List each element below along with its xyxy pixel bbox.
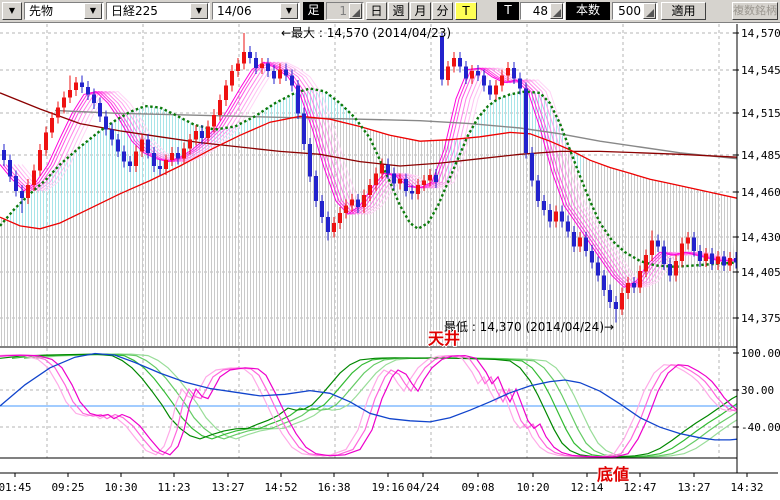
toolbar: ▼ 先物 ▼ 日経225 ▼ 14/06 ▼ 足 1 日 週 月 分 T T 4… — [0, 0, 780, 23]
category-select[interactable]: 先物 ▼ — [24, 2, 104, 20]
osc-axis-label: 30.00 — [741, 384, 774, 397]
osc-axis-label: 100.00 — [741, 347, 780, 360]
price-axis-label: 14,405 — [741, 266, 780, 279]
bar-count-value: 500 — [618, 4, 641, 18]
time-axis-label: 16:38 — [317, 481, 350, 494]
maroon-ma-line — [0, 92, 737, 167]
time-axis-label: 19:16 — [371, 481, 404, 494]
symbol-select[interactable]: 日経225 ▼ — [106, 2, 210, 20]
bar-count-label: 本数 — [566, 2, 610, 20]
rci-green-line — [23, 353, 737, 458]
time-axis-label: 10:30 — [104, 481, 137, 494]
price-axis-label: 14,375 — [741, 312, 780, 325]
chart-area[interactable]: 14,570 14,545 14,515 14,485 14,460 14,430 14,4… — [0, 23, 780, 500]
main-panel — [0, 33, 737, 346]
price-axis-label: 14,515 — [741, 107, 780, 120]
chevron-down-icon[interactable]: ▼ — [84, 3, 102, 19]
period-month-button[interactable]: 月 — [410, 2, 431, 20]
rci-green-line — [35, 353, 737, 458]
annotation-ceiling: 天井 — [428, 329, 460, 348]
time-axis-label: 04/24 — [406, 481, 439, 494]
time-axis-label: 01:45 — [0, 481, 32, 494]
time-axis-label: 10:20 — [516, 481, 549, 494]
tick-count-stepper[interactable]: 48 — [520, 2, 565, 20]
price-axis-label: 14,460 — [741, 186, 780, 199]
period-tick-button-active[interactable]: T — [455, 2, 477, 20]
annotation-max-price: ←最大 : 14,570 (2014/04/23) — [281, 26, 451, 40]
time-axis-label: 09:08 — [461, 481, 494, 494]
price-axis-label: 14,485 — [741, 149, 780, 162]
time-axis-label: 12:14 — [570, 481, 603, 494]
category-value: 先物 — [29, 4, 54, 18]
ma-ribbon-line — [17, 61, 737, 288]
spinner-icon[interactable] — [349, 3, 362, 19]
period-day-button[interactable]: 日 — [366, 2, 387, 20]
price-axis-label: 14,570 — [741, 27, 780, 40]
ma-ribbon-line — [21, 61, 737, 288]
history-dropdown-button[interactable]: ▼ — [2, 2, 22, 20]
annotation-bottom: 底値 — [597, 465, 629, 484]
apply-button[interactable]: 適用 — [661, 2, 706, 20]
chevron-down-icon[interactable]: ▼ — [280, 3, 298, 19]
rci-green-line — [11, 353, 737, 458]
time-axis-label: 12:47 — [623, 481, 656, 494]
tick-count-label: T — [497, 2, 519, 20]
time-axis-label: 11:23 — [157, 481, 190, 494]
ma-ribbon-line — [5, 61, 737, 288]
period-week-button[interactable]: 週 — [388, 2, 409, 20]
blue-osc-line — [0, 352, 737, 441]
price-axis-label: 14,430 — [741, 231, 780, 244]
annotation-min-price: 最低 : 14,370 (2014/04/24)→ — [444, 320, 614, 334]
time-axis-label: 14:52 — [264, 481, 297, 494]
bar-label: 足 — [303, 2, 324, 20]
contract-month-value: 14/06 — [217, 4, 252, 18]
ma-ribbon-line — [2, 61, 737, 288]
contract-month-select[interactable]: 14/06 ▼ — [212, 2, 300, 20]
red-ma-line — [0, 115, 737, 230]
rci-magenta-line — [0, 354, 737, 458]
axes-frame — [0, 24, 778, 477]
time-axis-label: 13:27 — [211, 481, 244, 494]
chevron-down-icon[interactable]: ▼ — [190, 3, 208, 19]
time-axis-label: 13:27 — [677, 481, 710, 494]
bar-count-stepper[interactable]: 500 — [612, 2, 658, 20]
price-chart-svg: 14,570 14,545 14,515 14,485 14,460 14,430 14,4… — [0, 23, 780, 500]
time-axis-label: 14:32 — [730, 481, 763, 494]
rci-magenta-line — [0, 354, 737, 458]
price-axis-label: 14,545 — [741, 64, 780, 77]
spinner-icon[interactable] — [550, 3, 563, 19]
gray-ma-line — [54, 109, 737, 160]
ma-ribbon-line — [13, 61, 737, 288]
bar-interval-value: 1 — [327, 3, 349, 19]
green-dotted-ma-line — [0, 87, 737, 269]
multi-symbol-button[interactable]: 複数銘柄 — [732, 2, 778, 20]
ma-ribbon-line — [9, 61, 737, 288]
symbol-value: 日経225 — [111, 4, 158, 18]
candles-layer — [2, 33, 737, 323]
bar-interval-stepper[interactable]: 1 — [326, 2, 364, 20]
rci-magenta-line — [0, 354, 737, 458]
tick-count-value: 48 — [532, 4, 548, 18]
time-axis-label: 09:25 — [51, 481, 84, 494]
osc-axis-label: -40.00 — [741, 421, 780, 434]
spinner-icon[interactable] — [643, 3, 656, 19]
oscillator-panel — [0, 352, 737, 458]
rci-green-line — [0, 353, 737, 458]
period-minute-button[interactable]: 分 — [432, 2, 453, 20]
